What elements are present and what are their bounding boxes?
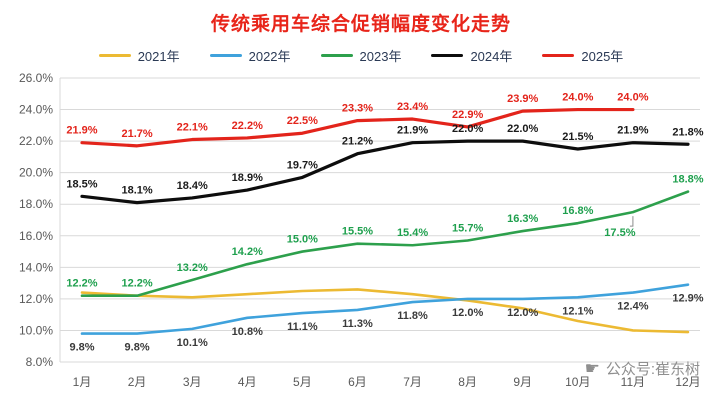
data-label: 12.2% [121,278,152,290]
data-label: 12.0% [452,307,483,319]
data-label: 12.9% [672,293,703,305]
x-tick-label: 7月 [403,375,422,389]
data-label: 23.3% [342,103,373,115]
data-label: 23.9% [507,93,538,105]
data-label: 12.0% [507,307,538,319]
legend-item-2023年: 2023年 [320,46,402,65]
data-label: 13.2% [177,262,208,274]
data-label: 9.8% [125,342,150,354]
chart-title: 传统乘用车综合促销幅度变化走势 [210,14,511,35]
legend-label: 2022年 [248,49,291,64]
x-tick-label: 12月 [675,375,700,389]
x-tick-label: 1月 [73,375,92,389]
x-tick-label: 6月 [348,375,367,389]
y-tick-label: 14.0% [19,260,53,274]
legend-line-swatch [98,53,131,58]
legend-label: 2025年 [581,49,624,64]
data-label: 10.1% [177,337,208,349]
pointing-hand-icon: ☛ [584,359,600,378]
data-label: 22.0% [507,123,538,135]
data-label: 12.2% [66,278,97,290]
legend-item-2024年: 2024年 [431,46,512,65]
data-label: 19.7% [287,159,318,171]
data-label: 18.4% [177,180,208,192]
data-label: 18.8% [672,174,703,186]
legend-item-2025年: 2025年 [542,46,623,65]
y-tick-label: 22.0% [19,134,53,148]
y-tick-label: 20.0% [19,166,53,180]
x-tick-label: 11月 [621,375,645,389]
x-tick-label: 5月 [293,375,312,389]
data-label: 16.3% [507,213,538,225]
data-label: 21.9% [617,125,648,137]
x-tick-label: 9月 [513,375,532,389]
data-label: 21.2% [342,136,373,148]
data-label: 22.5% [287,115,318,127]
watermark-text: 公众号:崔东树 [605,361,700,378]
data-label: 15.7% [452,223,483,235]
data-label: 22.2% [232,120,263,132]
data-label: 14.2% [232,246,263,258]
legend-label: 2023年 [359,49,402,64]
x-tick-label: 3月 [183,375,202,389]
data-label: 16.8% [562,205,593,217]
y-tick-label: 18.0% [19,197,53,211]
data-label: 11.8% [397,310,428,322]
y-tick-label: 8.0% [26,355,54,369]
y-tick-label: 24.0% [19,103,53,117]
data-label: 22.9% [452,109,483,121]
y-tick-label: 10.0% [19,323,53,337]
data-label: 17.5% [604,227,635,239]
data-label: 22.1% [177,122,208,134]
data-label: 24.0% [617,92,648,104]
data-label: 23.4% [397,101,428,113]
data-label: 11.3% [342,318,373,330]
label-leader-line [629,216,634,227]
series-line-2021年 [80,288,690,334]
data-label: 21.5% [562,131,593,143]
legend-line-swatch [542,53,575,58]
series-line-2022年 [80,283,690,335]
data-label: 18.9% [232,172,263,184]
data-label: 22.0% [452,123,483,135]
legend-line-swatch [209,53,242,58]
data-label: 18.1% [121,185,152,197]
legend-item-2021年: 2021年 [98,46,180,65]
data-label: 21.8% [672,126,703,138]
data-label: 21.9% [66,125,97,137]
series-line-2024年 [80,139,690,205]
x-tick-label: 2月 [128,375,147,389]
legend-item-2022年: 2022年 [209,46,291,65]
data-label: 18.5% [66,178,97,190]
legend-label: 2024年 [470,49,513,64]
data-label: 15.5% [342,226,373,238]
legend-line-swatch [431,53,464,58]
data-label: 12.1% [562,305,593,317]
data-label: 15.0% [287,234,318,246]
y-tick-label: 16.0% [19,229,53,243]
data-label: 15.4% [397,227,428,239]
series-line-2025年 [80,107,635,148]
x-tick-label: 8月 [458,375,477,389]
data-label: 21.9% [397,125,428,137]
data-label: 10.8% [232,326,263,338]
data-label: 12.4% [617,301,648,313]
x-tick-label: 10月 [565,375,590,389]
chart-legend: 2021年 2022年 2023年 2024年 2025年 [0,46,722,65]
x-tick-label: 4月 [238,375,257,389]
watermark: ☛ 公众号:崔东树 [585,358,700,379]
data-label: 21.7% [121,128,152,140]
legend-line-swatch [320,53,353,58]
data-label: 11.1% [287,321,318,333]
y-tick-label: 12.0% [19,292,53,306]
data-label: 9.8% [69,342,94,354]
series-line-2023年 [80,190,690,298]
y-tick-label: 26.0% [19,71,53,85]
data-label: 24.0% [562,92,593,104]
legend-label: 2021年 [137,49,180,64]
